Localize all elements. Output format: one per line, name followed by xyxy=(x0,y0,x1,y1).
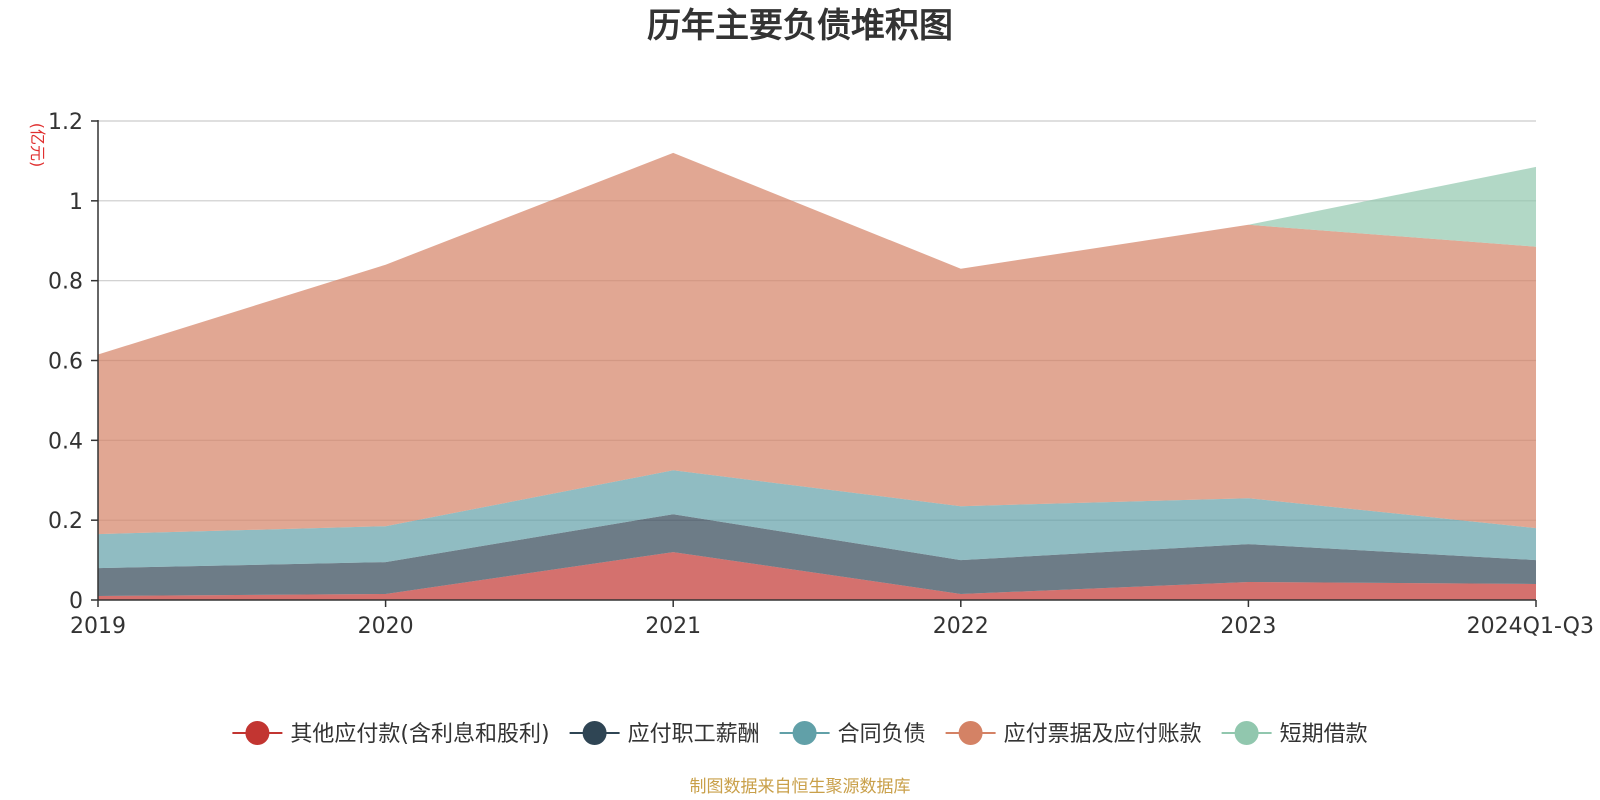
y-tick-label: 1 xyxy=(69,190,83,215)
y-axis-unit: (亿元) xyxy=(28,123,47,168)
axes: 0 0.2 0.4 0.6 0.8 1 1.2 2019 2020 2021 2022 2023 202… xyxy=(48,110,1594,639)
area-series-2 xyxy=(98,470,1536,569)
source-note: 制图数据来自恒生聚源数据库 xyxy=(690,777,911,797)
x-tick-label: 2023 xyxy=(1220,614,1276,639)
y-tick-label: 0.6 xyxy=(48,350,83,375)
legend: 其他应付款(含利息和股利) 应付职工薪酬 合同负债 应付票据及应付账款 短期借款 xyxy=(232,721,1368,747)
y-tick-label: 0.8 xyxy=(48,270,83,295)
chart-title: 历年主要负债堆积图 xyxy=(647,6,953,46)
y-tick-label: 0.4 xyxy=(48,429,83,454)
legend-label: 合同负债 xyxy=(838,722,926,747)
x-tick-label: 2022 xyxy=(933,614,989,639)
legend-item-0[interactable]: 其他应付款(含利息和股利) xyxy=(232,721,550,747)
legend-item-2[interactable]: 合同负债 xyxy=(779,721,926,747)
legend-label: 短期借款 xyxy=(1280,722,1368,747)
y-tick-label: 0 xyxy=(69,589,83,614)
legend-marker xyxy=(245,721,270,745)
legend-item-4[interactable]: 短期借款 xyxy=(1221,721,1368,747)
x-tick-label: 2020 xyxy=(358,614,414,639)
x-tick-label: 2021 xyxy=(645,614,701,639)
legend-label: 应付职工薪酬 xyxy=(628,722,760,747)
legend-marker xyxy=(582,721,607,745)
legend-item-1[interactable]: 应付职工薪酬 xyxy=(569,721,760,747)
legend-marker xyxy=(958,721,983,745)
y-tick-label: 0.2 xyxy=(48,509,83,534)
legend-marker xyxy=(1234,721,1259,745)
area-series-0 xyxy=(98,552,1536,600)
legend-label: 应付票据及应付账款 xyxy=(1004,722,1202,747)
x-tick-label: 2019 xyxy=(70,614,126,639)
x-tick-label: 2024Q1-Q3 xyxy=(1467,614,1594,639)
legend-item-3[interactable]: 应付票据及应付账款 xyxy=(945,721,1202,747)
legend-marker xyxy=(792,721,817,745)
legend-label: 其他应付款(含利息和股利) xyxy=(290,722,549,747)
area-series xyxy=(98,152,1536,600)
y-tick-label: 1.2 xyxy=(48,110,83,135)
area-series-3 xyxy=(98,152,1536,535)
area-series-1 xyxy=(98,514,1536,596)
